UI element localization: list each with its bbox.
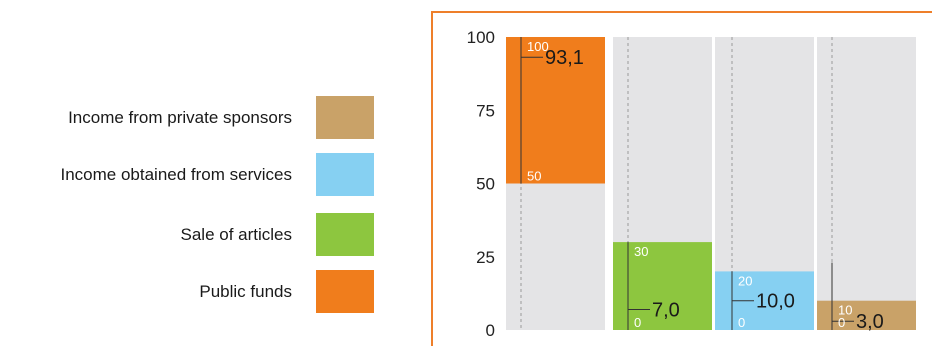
legend-label: Sale of articles xyxy=(180,225,293,244)
legend-label: Income obtained from services xyxy=(60,165,293,184)
y-tick-label: 25 xyxy=(476,248,495,267)
bar xyxy=(613,242,712,330)
bar-background xyxy=(817,37,916,330)
y-tick-label: 75 xyxy=(476,101,495,120)
legend-item-private-sponsors: Income from private sponsors xyxy=(0,96,400,140)
bar-inner-scale-top: 10 xyxy=(838,303,852,318)
chart-legend: Income from private sponsors Income obta… xyxy=(0,0,420,346)
y-axis: 0 25 50 75 100 xyxy=(467,28,495,340)
bar-value-label: 10,0 xyxy=(756,291,795,313)
legend-item-public-funds: Public funds xyxy=(0,270,400,314)
legend-swatch xyxy=(316,213,374,256)
legend-swatch xyxy=(316,153,374,196)
chart-frame xyxy=(431,11,932,346)
y-tick-label: 0 xyxy=(486,321,495,340)
bar-inner-scale-bottom: 0 xyxy=(738,315,745,330)
bar xyxy=(817,300,916,330)
y-tick-label: 50 xyxy=(476,175,495,194)
legend-swatch xyxy=(316,270,374,313)
legend-item-services: Income obtained from services xyxy=(0,153,400,197)
legend-label: Public funds xyxy=(199,282,292,301)
bar-inner-scale-top: 20 xyxy=(738,273,752,288)
bar-inner-scale-top: 100 xyxy=(527,39,549,54)
bar-value-label: 7,0 xyxy=(652,299,680,321)
bar-inner-scale-bottom: 0 xyxy=(634,315,641,330)
bar-value-label: 93,1 xyxy=(545,47,584,69)
y-tick-label: 100 xyxy=(467,28,495,47)
legend-swatch xyxy=(316,96,374,139)
bar-inner-scale-bottom: 0 xyxy=(838,315,845,330)
legend-label: Income from private sponsors xyxy=(68,108,292,127)
bar xyxy=(506,37,605,184)
bar-value-label: 3,0 xyxy=(856,311,884,333)
bar-inner-scale-bottom: 50 xyxy=(527,169,541,184)
legend-item-sale-of-articles: Sale of articles xyxy=(0,213,400,257)
bar-inner-scale-top: 30 xyxy=(634,244,648,259)
